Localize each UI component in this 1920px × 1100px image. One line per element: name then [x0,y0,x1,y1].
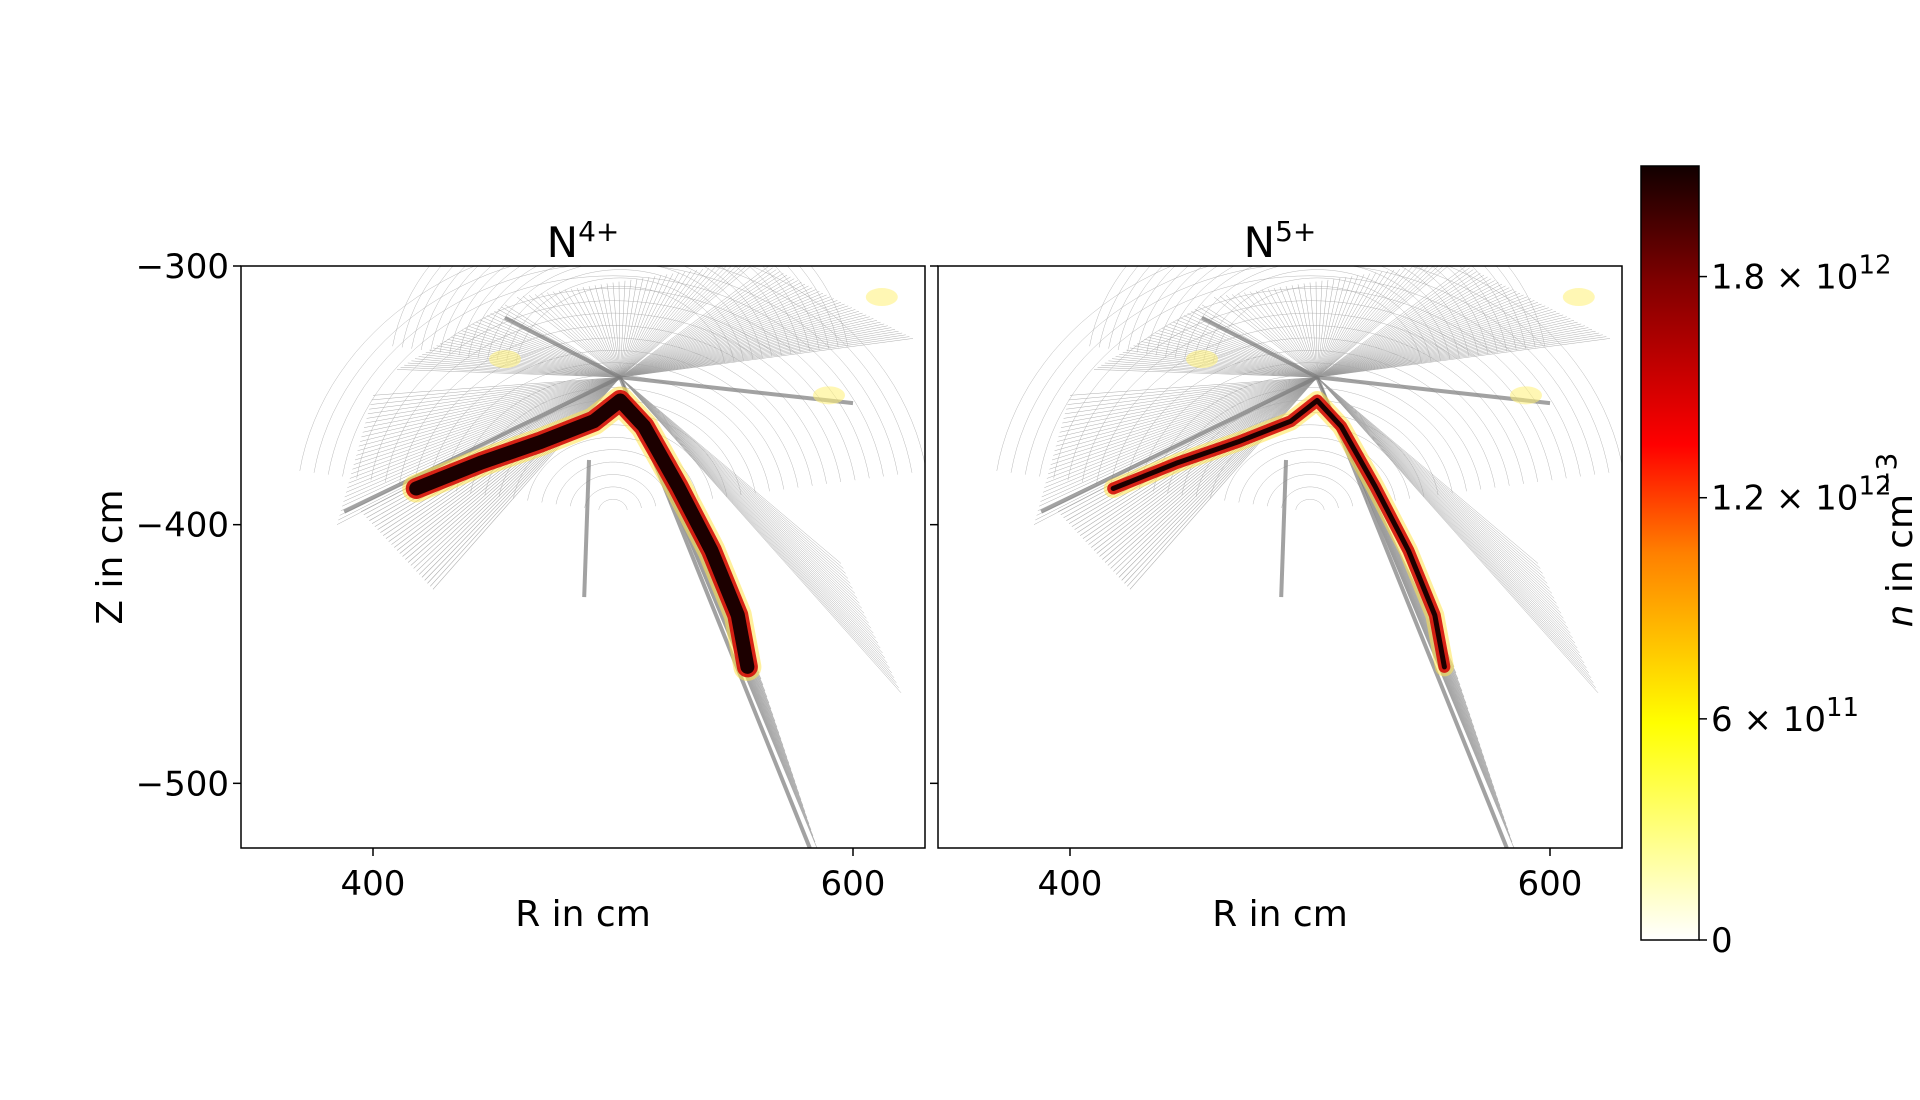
mesh-right [996,266,1622,848]
density-core [1110,398,1447,670]
axes-frame-left [240,265,926,849]
colorbar-ticks: 0 6 × 1011 1.2 × 1012 1.8 × 1012 [1699,251,1892,961]
mesh-fan [1317,266,1611,378]
x-tick-label: 400 [1038,864,1103,904]
y-tick-label: −300 [136,247,229,287]
mesh-fan [1317,377,1599,693]
density-spot [489,350,521,369]
y-tick-label: −500 [136,764,229,804]
mesh-fan [1213,266,1449,378]
mesh-fan [620,377,902,693]
x-tick-label: 400 [341,864,406,904]
density-spot [1510,386,1542,405]
mesh-rings [1089,266,1546,364]
panel-right: N5+ 400 600 R in cm [930,215,1623,935]
y-tick-label: −400 [136,506,229,546]
density-core [409,393,755,674]
axes-frame-right [937,265,1623,849]
colorbar-tick-label: 0 [1711,921,1733,961]
x-tick-label: 600 [821,864,886,904]
mesh-fan [620,266,914,378]
mesh-fan [1033,376,1318,525]
ticks-left: 400 600 −300 −400 −500 [136,247,886,904]
density-mid [1107,394,1451,673]
mesh-left [299,266,925,848]
panel-left-title: N4+ [547,215,620,267]
ticks-right: 400 600 [930,265,1583,904]
panel-left: N4+ 400 600 −300 −400 −500 R in cm Z in cm [90,215,926,935]
colorbar: 0 6 × 1011 1.2 × 1012 1.8 × 1012 n in cm−3 [1640,165,1920,961]
mesh-rings [392,266,849,364]
x-axis-label-left: R in cm [515,894,651,935]
x-tick-label: 600 [1518,864,1583,904]
x-axis-label-right: R in cm [1212,894,1348,935]
colorbar-tick-label: 1.8 × 1012 [1711,251,1892,298]
density-spot [1186,350,1218,369]
mesh-fan [516,266,752,378]
y-axis-label: Z in cm [90,489,131,624]
panel-right-title: N5+ [1244,215,1317,267]
colorbar-gradient [1640,165,1700,941]
density-spot [813,386,845,405]
colorbar-tick-label: 6 × 1011 [1711,693,1859,740]
mesh-rings [996,266,1622,510]
colorbar-label: n in cm−3 [1870,453,1920,628]
colorbar-tick-label: 1.2 × 1012 [1711,472,1892,519]
density-spot [1562,288,1595,307]
density-spot [865,288,898,307]
